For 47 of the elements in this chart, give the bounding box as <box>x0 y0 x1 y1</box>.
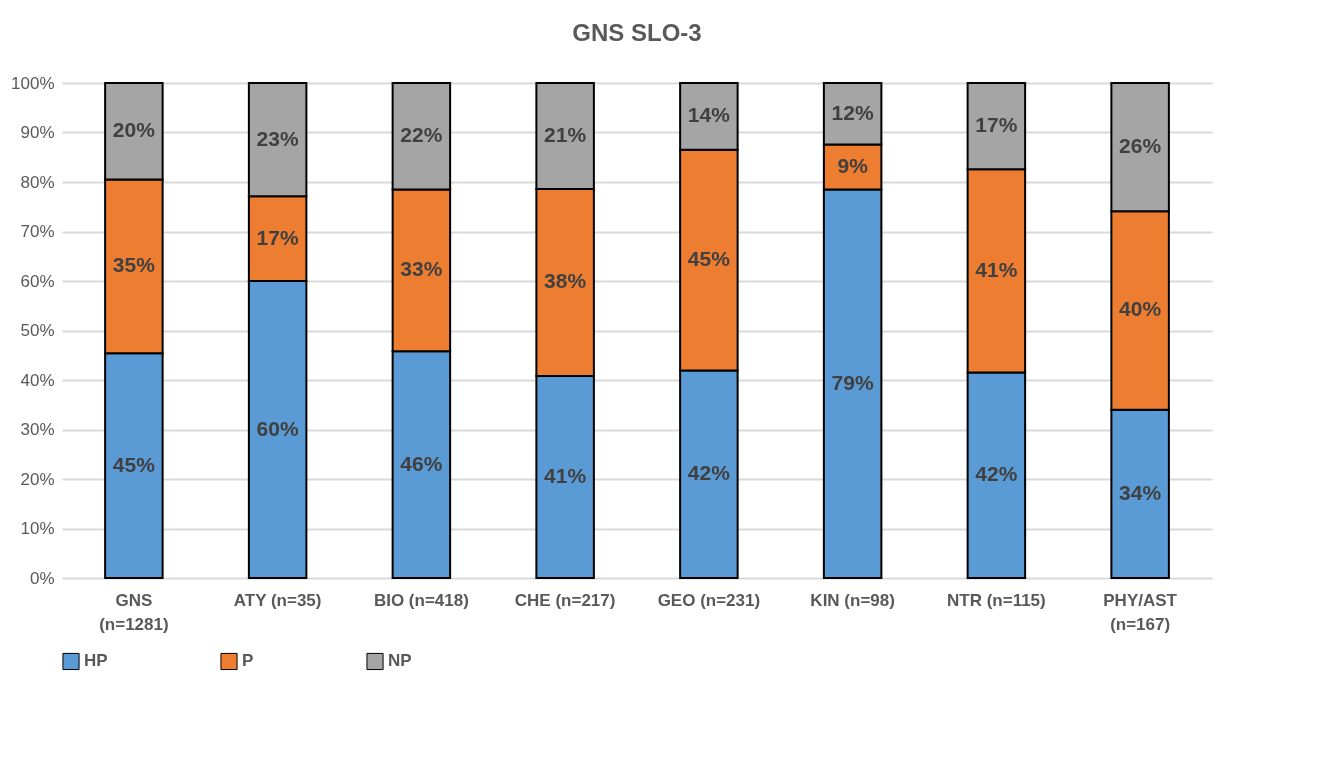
x-tick-label: NTR (n=115) <box>947 590 1046 610</box>
data-label: 33% <box>400 257 443 281</box>
x-tick-label: GEO (n=231) <box>657 590 761 610</box>
data-label: 12% <box>831 100 874 124</box>
y-tick-label: 50% <box>20 321 55 340</box>
y-tick-label: 90% <box>20 123 55 142</box>
data-label: 23% <box>256 126 299 150</box>
y-tick-label: 100% <box>11 73 55 93</box>
x-tick-label: ATY (n=35) <box>233 590 322 610</box>
legend-label: NP <box>388 651 412 671</box>
data-label: 40% <box>1119 297 1162 321</box>
data-label: 22% <box>400 123 443 147</box>
y-tick-label: 30% <box>20 420 55 439</box>
data-label: 21% <box>544 122 587 146</box>
data-label: 46% <box>400 451 443 475</box>
y-tick-label: 60% <box>20 271 55 291</box>
legend-label: P <box>242 651 254 671</box>
data-label: 60% <box>256 416 299 440</box>
x-tick-label: BIO (n=418) <box>373 590 469 610</box>
data-label: 20% <box>112 118 156 142</box>
data-label: 34% <box>1119 480 1162 504</box>
data-label: 26% <box>1119 134 1162 158</box>
data-label: 79% <box>831 370 874 394</box>
y-tick-label: 80% <box>20 172 55 192</box>
x-tick-label: KIN (n=98) <box>810 590 895 610</box>
y-tick-label: 10% <box>20 519 55 538</box>
y-tick-label: 0% <box>29 568 55 588</box>
y-tick-label: 70% <box>20 222 55 241</box>
data-label: 38% <box>544 269 587 293</box>
data-label: 41% <box>975 257 1018 281</box>
data-label: 45% <box>112 452 156 476</box>
data-label: 9% <box>837 153 869 177</box>
legend-label: HP <box>84 651 108 671</box>
data-label: 14% <box>687 103 731 127</box>
chart-title: GNS SLO-3 <box>572 19 702 46</box>
data-label: 41% <box>544 464 587 488</box>
data-label: 45% <box>687 247 731 271</box>
data-label: 35% <box>112 253 156 277</box>
x-tick-label: CHE (n=217) <box>514 590 616 610</box>
data-label: 17% <box>975 113 1018 137</box>
data-label: 17% <box>256 225 299 249</box>
data-label: 42% <box>975 462 1018 486</box>
x-tick-label: GNS (n=1281) <box>99 590 169 634</box>
data-label: 42% <box>687 461 731 485</box>
x-tick-label: PHY/AST (n=167) <box>1103 590 1178 634</box>
y-tick-label: 20% <box>20 469 55 489</box>
y-tick-label: 40% <box>20 370 55 390</box>
